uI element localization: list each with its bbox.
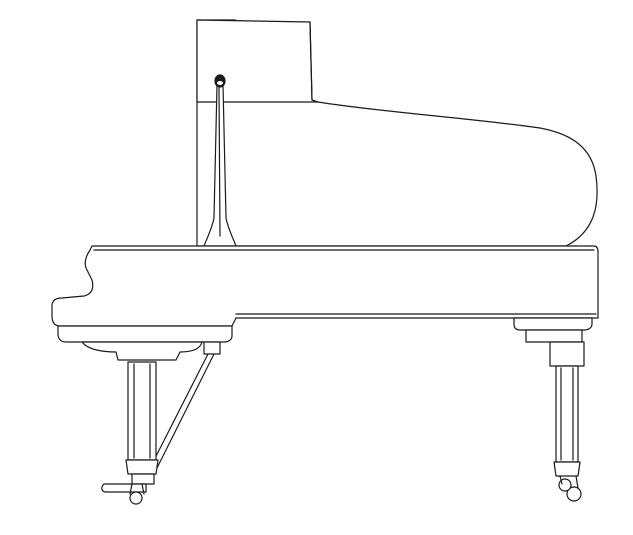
keybed-underside: [57, 325, 233, 343]
pedal: [101, 483, 147, 493]
rear-leg-foot-collar: [553, 461, 581, 477]
rear-caster-wheel: [566, 486, 582, 502]
piano-case-rim: [51, 245, 599, 327]
lyre-brace: [149, 353, 215, 471]
lid-hinge-edge: [309, 21, 313, 101]
rear-leg-block: [549, 341, 585, 367]
rear-leg: [555, 365, 579, 463]
front-leg-inner-line: [133, 363, 151, 459]
rear-leg-top-plate: [513, 317, 593, 331]
front-leg: [127, 361, 157, 461]
front-caster-wheel: [129, 491, 143, 505]
lid-front-panel: [196, 19, 319, 103]
rear-caster-arm: [559, 475, 579, 489]
rear-leg-inner-line: [560, 367, 574, 461]
front-leg-foot-collar: [125, 459, 159, 475]
lid-prop-knob-highlight: [217, 81, 223, 85]
rear-leg-collar: [525, 329, 583, 343]
pedal-lyre-block: [203, 341, 221, 355]
front-leg-bracket: [81, 341, 203, 361]
lid-prop-inner-line: [218, 87, 221, 237]
front-leg-foot-lower: [131, 473, 155, 485]
front-caster-arm: [129, 483, 145, 495]
